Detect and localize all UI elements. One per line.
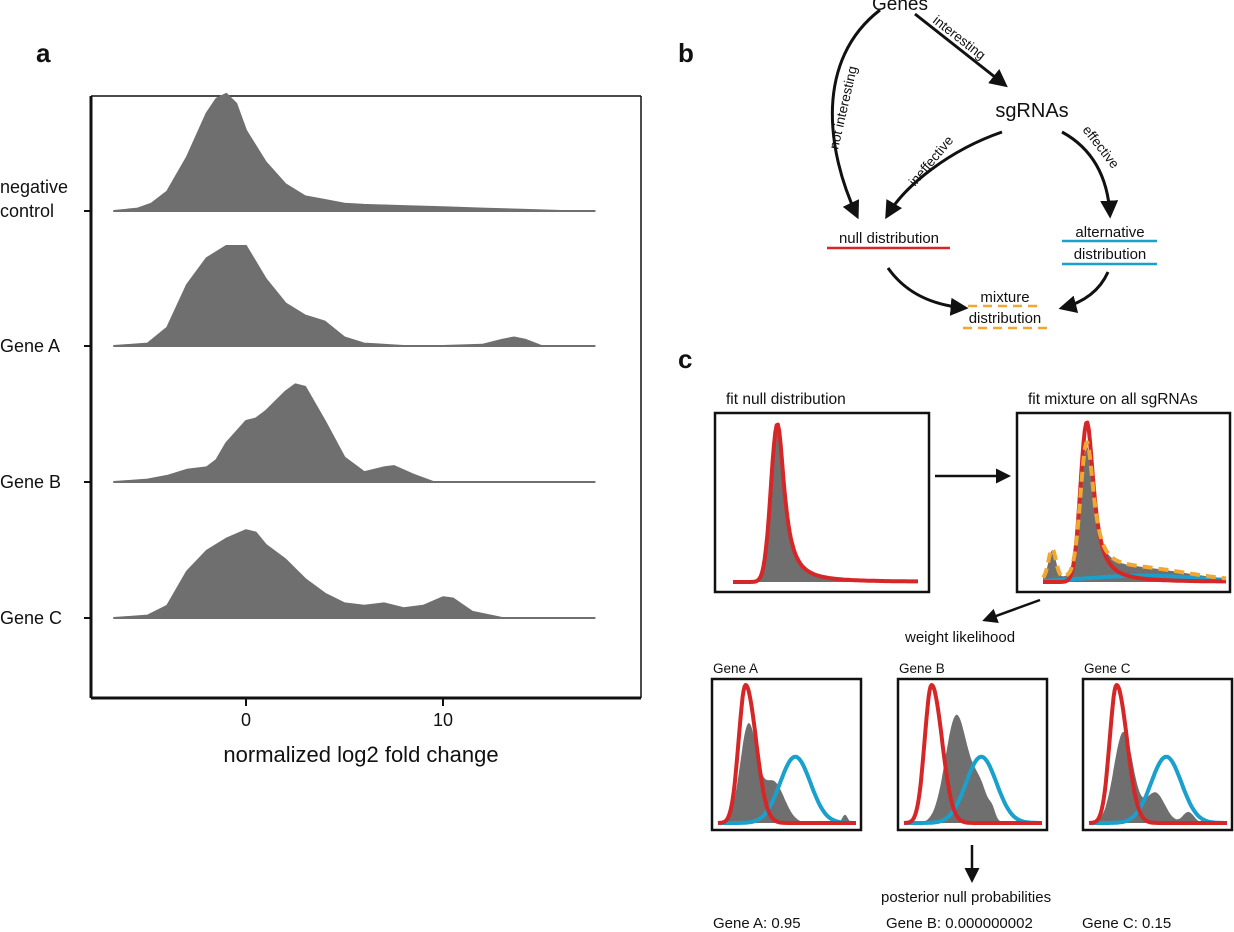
panel-c-letter: c [678,344,692,374]
ridge-label-0: negative control [0,177,68,221]
fit-null-density [733,429,918,582]
ridge-density-1 [113,245,596,347]
mini-density-plots [717,420,1228,825]
edge-label-effective: effective [1080,123,1123,172]
panel-b-letter: b [678,38,694,68]
gene-plot-1-null-curve [903,683,1043,825]
edge-label-interesting: interesting [930,13,988,63]
null-distribution-node: null distribution [839,230,939,247]
edge-label-ineffective: ineffective [906,133,956,189]
alternative-distribution-node-line1: alternative [1075,224,1144,241]
fit-mixture-plot-frame [1015,411,1232,594]
ridge-label-1: Gene A [0,336,60,356]
arrow-ineffective [885,130,1003,220]
gene-c-probability: Gene C: 0.15 [1082,915,1171,932]
ridge-density-2 [113,383,596,483]
gene-a-plot-title: Gene A [713,661,758,676]
gene-c-plot-title: Gene C [1084,661,1131,676]
gene-a-probability: Gene A: 0.95 [713,915,801,932]
ridge-density-3 [113,529,596,619]
gene-b-plot-title: Gene B [899,661,945,676]
x-ticks: 0 10 [241,698,453,730]
mixture-distribution-node-line1: mixture [980,289,1029,306]
sgrnas-node: sgRNAs [995,100,1068,122]
gene-c-plot-frame [1081,677,1234,832]
ridge-labels: negative control Gene A Gene B Gene C [0,177,68,628]
posterior-label: posterior null probabilities [881,889,1051,906]
arrow-effective [1061,130,1119,219]
x-tick-label-0: 0 [241,710,251,730]
x-axis-label: normalized log2 fold change [223,742,498,767]
genes-node: Genes [872,0,928,15]
panel-a-letter: a [36,38,51,68]
arrow-alternative-to-mixture [1058,271,1110,314]
model-diagram: Genes sgRNAs not interesting interesting… [826,0,1157,330]
ridge-density-0 [113,92,596,212]
fit-null-title: fit null distribution [726,391,846,408]
gene-plot-1-alternative-curve [903,754,1043,825]
workflow-panel: fit null distribution fit mixture on all… [710,391,1234,932]
ridge-label-2: Gene B [0,472,61,492]
ridges [84,92,596,619]
gene-plot-0-null-curve [717,683,857,825]
gene-a-plot-frame [710,677,863,832]
arrow-not-interesting [830,8,881,220]
arrow-null-to-mixture [886,267,969,316]
gene-plot-0-alternative-curve [717,754,857,825]
fit-null-plot-frame [713,411,931,594]
ridgeline-chart: negative control Gene A Gene B Gene C 0 10 no… [0,92,642,767]
fit-mixture-mixture-curve [1041,440,1227,581]
weight-likelihood-label: weight likelihood [904,629,1015,646]
fit-mixture-density [1043,446,1226,582]
fit-mixture-title: fit mixture on all sgRNAs [1028,391,1198,408]
gene-plot-0-density [718,723,856,823]
gene-plot-2-density [1089,731,1227,823]
gene-plot-2-null-curve [1088,683,1228,825]
fit-null-curve [732,422,919,584]
arrow-interesting [914,12,1008,88]
gene-plot-2-alternative-curve [1088,754,1228,825]
arrow-to-weight [982,598,1041,623]
gene-b-plot-frame [896,677,1049,832]
x-tick-label-1: 10 [433,710,453,730]
mixture-distribution-node-line2: distribution [969,310,1042,327]
alternative-distribution-node-line2: distribution [1074,246,1147,263]
ridge-label-3: Gene C [0,608,62,628]
fit-mixture-null-curve [1042,420,1227,584]
gene-b-probability: Gene B: 0.000000002 [886,915,1033,932]
